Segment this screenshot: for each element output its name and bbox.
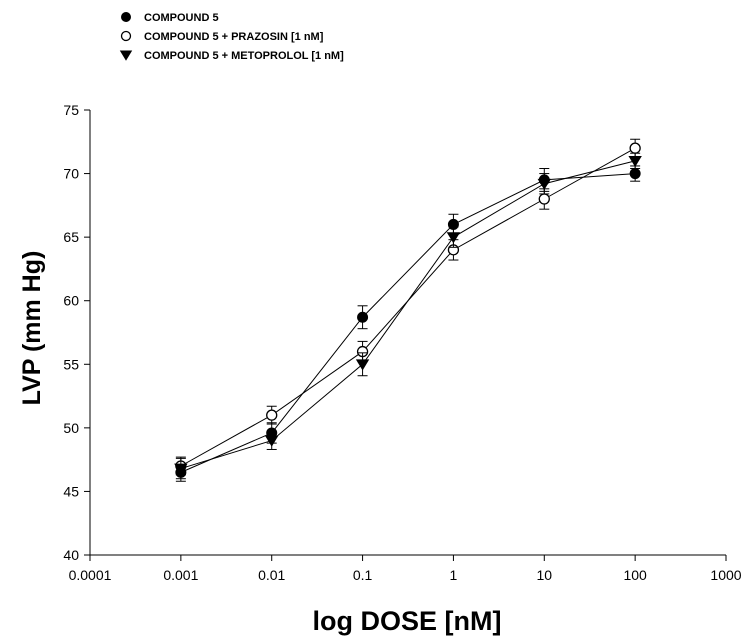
series-2 — [175, 138, 641, 476]
data-point — [446, 232, 461, 244]
legend-item-3: COMPOUND 5 + METOPROLOL [1 nM] — [119, 50, 344, 62]
series-line — [180, 173, 636, 473]
legend-marker — [120, 30, 132, 42]
x-tick-label: 100 — [623, 567, 647, 583]
x-tick-label: 10 — [536, 567, 552, 583]
x-tick-label: 1000 — [710, 567, 741, 583]
legend-marker — [121, 12, 131, 22]
x-axis-title: log DOSE [nM] — [313, 606, 502, 636]
legend-item-2: COMPOUND 5 + PRAZOSIN [1 nM] — [120, 30, 324, 43]
legend-label: COMPOUND 5 + METOPROLOL [1 nM] — [144, 50, 344, 62]
y-tick-label: 45 — [63, 483, 79, 499]
y-tick-label: 70 — [63, 166, 79, 182]
series-line — [180, 160, 636, 470]
x-tick-label: 0.001 — [163, 567, 198, 583]
plot-area — [174, 138, 642, 482]
data-point — [357, 311, 369, 323]
legend-label: COMPOUND 5 + PRAZOSIN [1 nM] — [144, 31, 324, 43]
y-axis-title: LVP (mm Hg) — [18, 251, 46, 406]
x-tick-label: 0.1 — [353, 567, 373, 583]
legend-marker — [119, 50, 133, 61]
x-tick-label: 0.01 — [258, 567, 285, 583]
data-point — [628, 155, 642, 168]
y-tick-label: 60 — [63, 293, 79, 309]
y-tick-label: 55 — [63, 356, 79, 372]
x-tick-label: 0.0001 — [69, 567, 112, 583]
y-tick-label: 65 — [63, 229, 79, 245]
data-point — [266, 409, 278, 421]
legend: COMPOUND 5 COMPOUND 5 + PRAZOSIN [1 nM] CO… — [119, 12, 344, 62]
data-point — [629, 142, 641, 154]
data-point — [174, 463, 188, 475]
data-point — [538, 193, 550, 205]
data-point — [355, 359, 370, 371]
series-line — [180, 147, 636, 467]
series-1 — [175, 165, 641, 482]
series-3 — [174, 152, 642, 480]
data-point — [629, 168, 641, 180]
data-point — [265, 435, 279, 447]
y-axis: 40 45 50 55 60 65 70 75 — [63, 102, 91, 563]
y-tick-label: 50 — [63, 420, 79, 436]
legend-label: COMPOUND 5 — [144, 12, 219, 24]
x-tick-label: 1 — [450, 567, 458, 583]
data-point — [537, 178, 551, 190]
x-axis: 0.0001 0.001 0.01 0.1 1 10 100 1000 — [69, 554, 742, 583]
legend-item-1: COMPOUND 5 — [121, 12, 219, 24]
y-tick-label: 40 — [63, 547, 79, 563]
y-tick-label: 75 — [63, 102, 79, 118]
